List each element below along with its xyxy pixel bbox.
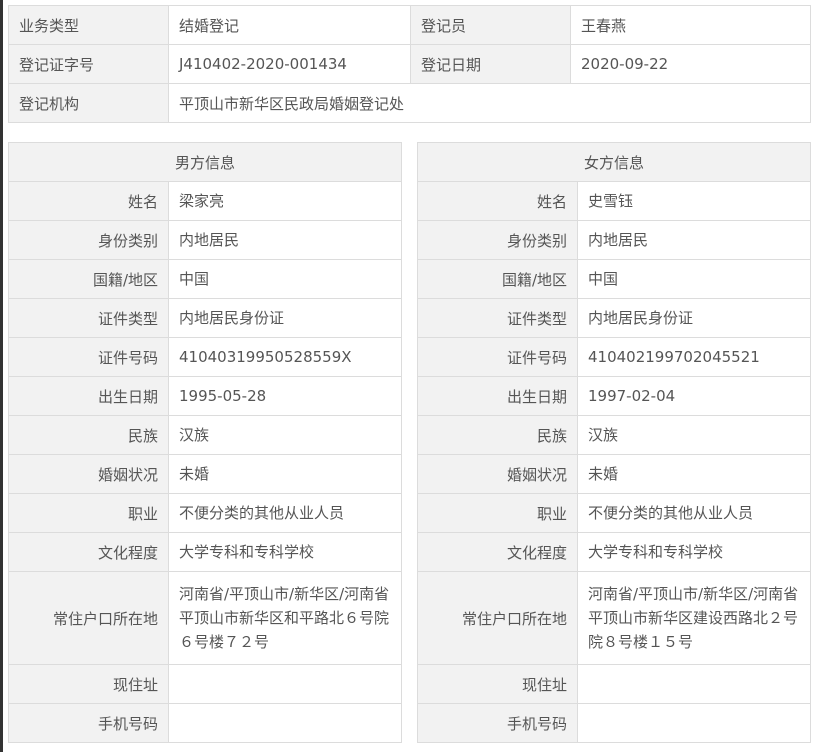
female-info-title: 女方信息 <box>416 142 812 182</box>
male-field-value: 内地居民身份证 <box>167 298 403 338</box>
female-field-value: 汉族 <box>576 415 812 455</box>
table-row: 女方信息 <box>416 142 812 182</box>
female-field-label: 出生日期 <box>417 376 578 416</box>
table-row: 手机号码 <box>417 703 812 743</box>
table-row: 常住户口所在地 河南省/平顶山市/新华区/河南省平顶山市新华区建设西路北２号院８号… <box>417 571 812 665</box>
male-field-label: 出生日期 <box>8 376 169 416</box>
table-row: 现住址 <box>417 664 812 704</box>
reg-date-label: 登记日期 <box>410 44 571 84</box>
table-row: 民族 汉族 <box>417 415 812 455</box>
table-row: 男方信息 <box>7 142 403 182</box>
table-row: 职业 不便分类的其他从业人员 <box>8 493 403 533</box>
table-row: 民族 汉族 <box>8 415 403 455</box>
business-type-label: 业务类型 <box>8 5 169 45</box>
female-field-value: 中国 <box>576 259 812 299</box>
male-field-value: 大学专科和专科学校 <box>167 532 403 572</box>
table-row: 业务类型 结婚登记 登记员 王春燕 <box>8 5 811 45</box>
female-field-value: 内地居民身份证 <box>576 298 812 338</box>
window-edge <box>0 0 3 752</box>
male-field-label: 手机号码 <box>8 703 169 743</box>
table-row: 现住址 <box>8 664 403 704</box>
female-field-value: 未婚 <box>576 454 812 494</box>
table-row: 身份类别 内地居民 <box>417 220 812 260</box>
female-field-label: 职业 <box>417 493 578 533</box>
male-field-label: 职业 <box>8 493 169 533</box>
cert-no-value: J410402-2020-001434 <box>168 44 411 84</box>
table-row: 证件号码 41040319950528559X <box>8 337 403 377</box>
female-field-label: 现住址 <box>417 664 578 704</box>
male-field-value: 41040319950528559X <box>167 337 403 377</box>
male-field-label: 婚姻状况 <box>8 454 169 494</box>
table-row: 婚姻状况 未婚 <box>8 454 403 494</box>
male-field-value: 不便分类的其他从业人员 <box>167 493 403 533</box>
male-field-label: 姓名 <box>8 181 169 221</box>
female-field-label: 文化程度 <box>417 532 578 572</box>
table-row: 出生日期 1997-02-04 <box>417 376 812 416</box>
table-row: 文化程度 大学专科和专科学校 <box>8 532 403 572</box>
female-field-value <box>576 664 812 704</box>
female-field-value: 大学专科和专科学校 <box>576 532 812 572</box>
female-field-value: 410402199702045521 <box>576 337 812 377</box>
male-field-value: 未婚 <box>167 454 403 494</box>
male-field-label: 文化程度 <box>8 532 169 572</box>
male-field-value <box>167 703 403 743</box>
female-field-value: 1997-02-04 <box>576 376 812 416</box>
female-field-value: 内地居民 <box>576 220 812 260</box>
male-field-value: 1995-05-28 <box>167 376 403 416</box>
female-field-value: 史雪钰 <box>576 181 812 221</box>
table-row: 登记证字号 J410402-2020-001434 登记日期 2020-09-2… <box>8 44 811 84</box>
male-field-value: 河南省/平顶山市/新华区/河南省平顶山市新华区和平路北６号院６号楼７２号 <box>167 571 403 665</box>
female-field-value <box>576 703 812 743</box>
male-field-label: 现住址 <box>8 664 169 704</box>
business-type-value: 结婚登记 <box>168 5 411 45</box>
table-row: 姓名 梁家亮 <box>8 181 403 221</box>
male-field-value: 中国 <box>167 259 403 299</box>
cert-no-label: 登记证字号 <box>8 44 169 84</box>
table-row: 身份类别 内地居民 <box>8 220 403 260</box>
female-field-label: 证件号码 <box>417 337 578 377</box>
table-row: 证件类型 内地居民身份证 <box>8 298 403 338</box>
male-field-label: 身份类别 <box>8 220 169 260</box>
female-field-label: 手机号码 <box>417 703 578 743</box>
female-field-label: 姓名 <box>417 181 578 221</box>
table-row: 国籍/地区 中国 <box>417 259 812 299</box>
table-row: 出生日期 1995-05-28 <box>8 376 403 416</box>
agency-label: 登记机构 <box>8 83 169 123</box>
registrar-value: 王春燕 <box>570 5 811 45</box>
table-row: 职业 不便分类的其他从业人员 <box>417 493 812 533</box>
male-field-label: 常住户口所在地 <box>8 571 169 665</box>
female-field-label: 婚姻状况 <box>417 454 578 494</box>
reg-date-value: 2020-09-22 <box>570 44 811 84</box>
male-field-label: 证件类型 <box>8 298 169 338</box>
female-field-label: 国籍/地区 <box>417 259 578 299</box>
table-row: 文化程度 大学专科和专科学校 <box>417 532 812 572</box>
female-field-label: 身份类别 <box>417 220 578 260</box>
female-field-label: 常住户口所在地 <box>417 571 578 665</box>
table-row: 证件类型 内地居民身份证 <box>417 298 812 338</box>
female-field-value: 河南省/平顶山市/新华区/河南省平顶山市新华区建设西路北２号院８号楼１５号 <box>576 571 812 665</box>
male-field-label: 民族 <box>8 415 169 455</box>
table-row: 国籍/地区 中国 <box>8 259 403 299</box>
table-row: 姓名 史雪钰 <box>417 181 812 221</box>
registration-summary-table: 业务类型 结婚登记 登记员 王春燕 登记证字号 J410402-2020-001… <box>8 5 811 123</box>
table-row: 证件号码 410402199702045521 <box>417 337 812 377</box>
male-field-value: 梁家亮 <box>167 181 403 221</box>
male-info-table: 男方信息 姓名 梁家亮 身份类别 内地居民 国籍/地区 中国 证件类型 内地居民身份证 证件号码 4… <box>7 142 403 743</box>
table-row: 登记机构 平顶山市新华区民政局婚姻登记处 <box>8 83 811 123</box>
table-row: 婚姻状况 未婚 <box>417 454 812 494</box>
male-field-value <box>167 664 403 704</box>
male-field-label: 国籍/地区 <box>8 259 169 299</box>
female-field-label: 民族 <box>417 415 578 455</box>
female-field-value: 不便分类的其他从业人员 <box>576 493 812 533</box>
table-row: 常住户口所在地 河南省/平顶山市/新华区/河南省平顶山市新华区和平路北６号院６号楼… <box>8 571 403 665</box>
agency-value: 平顶山市新华区民政局婚姻登记处 <box>168 83 811 123</box>
male-field-label: 证件号码 <box>8 337 169 377</box>
male-field-value: 内地居民 <box>167 220 403 260</box>
female-info-table: 女方信息 姓名 史雪钰 身份类别 内地居民 国籍/地区 中国 证件类型 内地居民身份证 证件号码 4… <box>416 142 812 743</box>
table-row: 手机号码 <box>8 703 403 743</box>
male-info-title: 男方信息 <box>7 142 403 182</box>
male-field-value: 汉族 <box>167 415 403 455</box>
female-field-label: 证件类型 <box>417 298 578 338</box>
registrar-label: 登记员 <box>410 5 571 45</box>
